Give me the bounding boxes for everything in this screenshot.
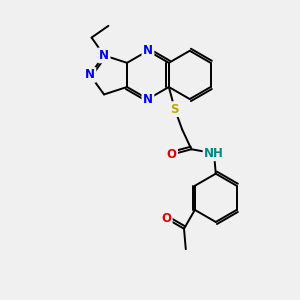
Text: N: N [143, 44, 153, 57]
Text: NH: NH [204, 147, 224, 160]
Text: O: O [161, 212, 171, 225]
Text: S: S [170, 103, 179, 116]
Text: N: N [143, 93, 153, 106]
Text: N: N [99, 49, 109, 62]
Text: O: O [167, 148, 177, 161]
Text: N: N [85, 68, 95, 81]
